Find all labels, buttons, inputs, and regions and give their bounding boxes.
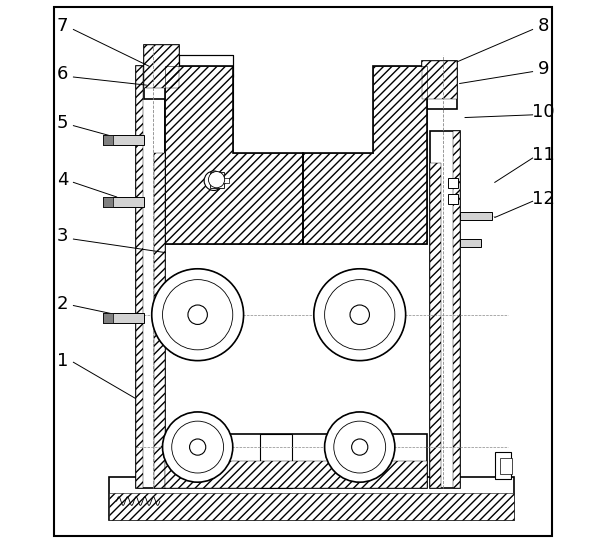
Bar	[103, 313, 144, 323]
Text: 2: 2	[57, 295, 68, 313]
Bar	[165, 460, 427, 488]
Circle shape	[162, 412, 233, 482]
Text: 6: 6	[57, 65, 68, 83]
Bar	[430, 163, 441, 488]
Text: 12: 12	[532, 190, 555, 207]
Circle shape	[208, 172, 225, 188]
Bar	[460, 238, 481, 247]
Bar	[165, 433, 427, 488]
Polygon shape	[165, 66, 303, 244]
Bar	[494, 452, 511, 479]
Bar	[103, 135, 144, 144]
Bar	[179, 55, 233, 77]
Bar	[155, 153, 165, 488]
Text: 4: 4	[57, 171, 68, 188]
Bar	[136, 66, 165, 488]
Bar	[144, 45, 179, 88]
Text: 8: 8	[538, 17, 549, 35]
Bar	[144, 45, 179, 99]
Bar	[500, 458, 512, 474]
Bar	[103, 197, 144, 207]
Circle shape	[190, 439, 206, 455]
Bar	[103, 313, 113, 323]
Bar	[179, 55, 233, 77]
Bar	[430, 131, 460, 488]
Bar	[103, 197, 113, 207]
Circle shape	[152, 269, 244, 361]
Bar	[108, 493, 514, 520]
Text: 9: 9	[538, 60, 549, 78]
Circle shape	[314, 269, 405, 361]
Bar	[422, 61, 457, 110]
Bar	[405, 72, 422, 99]
Bar	[260, 433, 292, 488]
Bar	[108, 477, 514, 520]
Circle shape	[325, 412, 395, 482]
Circle shape	[162, 412, 233, 482]
Bar	[453, 131, 460, 488]
Bar	[210, 178, 229, 184]
Text: 10: 10	[532, 103, 554, 121]
Bar	[136, 66, 142, 488]
Text: 5: 5	[57, 114, 68, 132]
Circle shape	[188, 305, 207, 324]
Bar	[103, 135, 113, 144]
Polygon shape	[303, 66, 427, 244]
Text: 7: 7	[57, 17, 68, 35]
Bar	[448, 178, 458, 188]
Text: 11: 11	[532, 147, 554, 165]
Circle shape	[351, 439, 368, 455]
Circle shape	[152, 269, 244, 361]
Circle shape	[204, 171, 224, 191]
Bar	[211, 74, 233, 120]
Circle shape	[350, 305, 370, 324]
Bar	[422, 61, 457, 99]
Bar	[210, 172, 224, 188]
Circle shape	[325, 412, 395, 482]
Bar	[460, 212, 492, 220]
Circle shape	[314, 269, 405, 361]
Bar	[448, 194, 458, 204]
Bar	[405, 72, 422, 99]
Text: 1: 1	[57, 352, 68, 370]
Text: 3: 3	[57, 228, 68, 245]
